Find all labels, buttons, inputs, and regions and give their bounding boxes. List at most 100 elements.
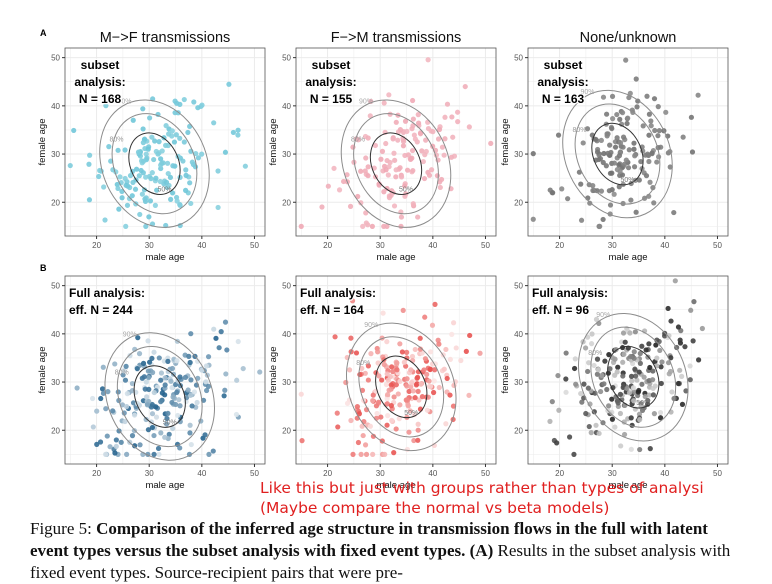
data-point bbox=[130, 117, 136, 123]
data-point bbox=[597, 388, 604, 395]
data-point bbox=[644, 151, 651, 157]
data-point bbox=[373, 415, 380, 421]
data-point bbox=[420, 158, 426, 165]
data-point bbox=[150, 369, 156, 376]
data-point bbox=[119, 402, 126, 408]
data-point bbox=[370, 451, 376, 457]
data-point bbox=[549, 399, 555, 405]
data-point bbox=[363, 155, 369, 161]
x-axis-label: male age bbox=[145, 480, 184, 491]
data-point bbox=[607, 202, 614, 208]
data-point bbox=[594, 149, 601, 155]
data-point bbox=[215, 204, 221, 211]
data-point bbox=[611, 191, 617, 197]
data-point bbox=[663, 109, 669, 115]
data-point bbox=[639, 343, 645, 349]
data-point bbox=[428, 167, 435, 173]
data-point bbox=[625, 165, 632, 171]
data-point bbox=[395, 137, 401, 143]
data-point bbox=[331, 165, 337, 171]
data-point bbox=[103, 451, 109, 457]
scatter-points bbox=[298, 57, 494, 229]
data-point bbox=[185, 129, 191, 136]
data-point bbox=[140, 398, 147, 404]
data-point bbox=[136, 173, 142, 179]
contour-label: 50% bbox=[399, 187, 413, 194]
x-tick-label: 20 bbox=[323, 241, 332, 250]
data-point bbox=[555, 372, 561, 379]
data-point bbox=[125, 183, 131, 189]
data-point bbox=[176, 397, 182, 403]
data-point bbox=[586, 423, 592, 430]
data-point bbox=[186, 353, 192, 359]
data-point bbox=[410, 388, 416, 394]
data-point bbox=[565, 196, 571, 202]
data-point bbox=[145, 146, 151, 152]
data-point bbox=[615, 400, 621, 406]
data-point bbox=[397, 341, 403, 347]
data-point bbox=[593, 136, 599, 142]
y-tick-label: 40 bbox=[51, 102, 60, 111]
data-point bbox=[612, 424, 618, 430]
data-point bbox=[410, 167, 416, 174]
data-point bbox=[677, 367, 683, 373]
data-point bbox=[155, 151, 161, 157]
data-point bbox=[613, 346, 619, 353]
data-point bbox=[216, 345, 222, 351]
data-point bbox=[578, 217, 585, 223]
data-point bbox=[215, 168, 221, 174]
data-point bbox=[406, 429, 412, 435]
density-contour-80pct bbox=[590, 326, 677, 428]
panel-annotation: eff. N = 164 bbox=[300, 303, 364, 317]
data-point bbox=[117, 174, 123, 180]
data-point bbox=[419, 394, 425, 400]
data-point bbox=[429, 322, 436, 328]
data-point bbox=[369, 223, 375, 229]
data-point bbox=[687, 363, 693, 369]
data-point bbox=[668, 355, 674, 361]
data-point bbox=[147, 198, 154, 204]
data-point bbox=[152, 202, 158, 208]
density-contour-80pct bbox=[574, 103, 661, 205]
y-tick-label: 30 bbox=[51, 378, 60, 387]
data-point bbox=[679, 401, 686, 407]
data-point bbox=[218, 329, 224, 335]
data-point bbox=[348, 417, 354, 424]
data-point bbox=[223, 371, 229, 377]
data-point bbox=[652, 383, 658, 389]
data-point bbox=[651, 200, 657, 206]
data-point bbox=[71, 127, 77, 134]
data-point bbox=[422, 314, 428, 320]
data-point bbox=[403, 363, 409, 369]
data-point bbox=[156, 451, 162, 457]
data-point bbox=[633, 373, 639, 379]
data-point bbox=[627, 330, 633, 336]
data-point bbox=[359, 365, 365, 372]
data-point bbox=[140, 126, 146, 132]
data-point bbox=[147, 115, 153, 121]
data-point bbox=[136, 351, 143, 357]
data-point bbox=[675, 380, 681, 387]
data-point bbox=[183, 167, 189, 173]
data-point bbox=[358, 168, 364, 174]
data-point bbox=[628, 415, 634, 421]
y-axis-label: female age bbox=[37, 118, 48, 165]
data-point bbox=[143, 379, 149, 385]
y-tick-label: 40 bbox=[282, 330, 291, 339]
data-point bbox=[101, 184, 107, 190]
data-point bbox=[135, 149, 142, 155]
contour-label: 50% bbox=[157, 187, 171, 194]
data-point bbox=[555, 132, 562, 138]
data-point bbox=[426, 378, 432, 384]
data-point bbox=[156, 139, 162, 145]
density-contour-90pct bbox=[104, 332, 216, 461]
data-point bbox=[620, 384, 626, 391]
data-point bbox=[122, 377, 129, 383]
data-point bbox=[221, 393, 227, 399]
x-tick-label: 40 bbox=[428, 241, 437, 250]
data-point bbox=[124, 391, 130, 397]
data-point bbox=[124, 451, 130, 457]
data-point bbox=[175, 412, 181, 419]
data-point bbox=[181, 96, 187, 103]
data-point bbox=[395, 391, 401, 397]
